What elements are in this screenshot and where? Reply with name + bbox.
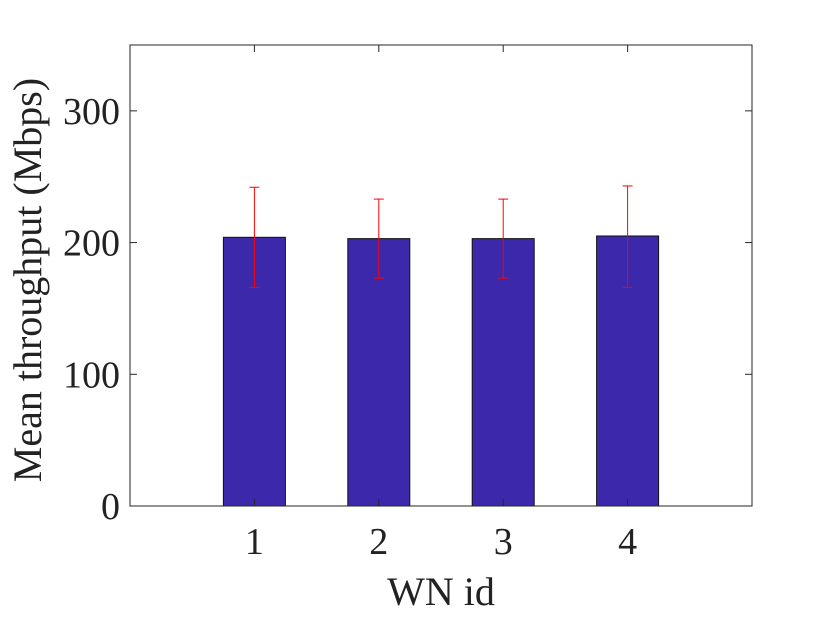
y-tick-label-0: 0 [101,486,120,528]
x-axis-title: WN id [387,569,495,614]
x-tick-label-4: 4 [618,521,637,563]
error-bars-layer [249,185,633,288]
x-tick-label-2: 2 [369,521,388,563]
x-tick-label-3: 3 [494,521,513,563]
y-tick-label-300: 300 [63,91,120,133]
y-tick-label-100: 100 [63,354,120,396]
y-tick-label-200: 200 [63,223,120,265]
bar-3 [471,238,535,507]
plot-area-frame [129,44,753,507]
axis-ticks-layer: 1 2 3 4 0 100 200 300 [63,45,752,563]
bar-2 [347,238,411,507]
x-tick-label-1: 1 [245,521,264,563]
y-axis-title: Mean throughput (Mbps) [5,78,50,482]
